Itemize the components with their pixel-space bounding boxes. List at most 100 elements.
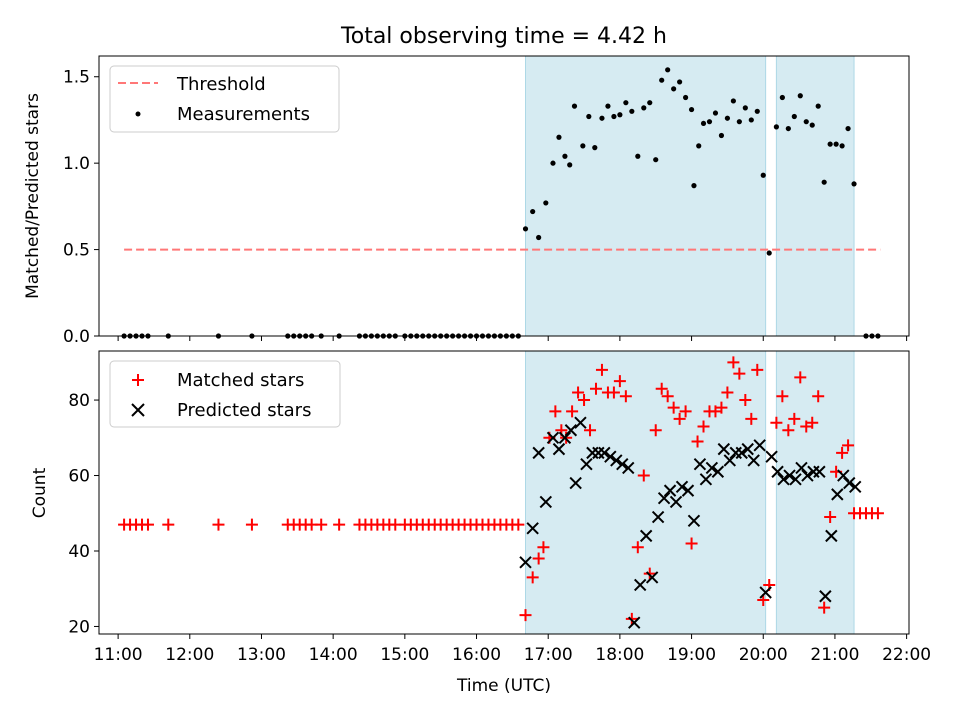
predicted-star-point <box>616 457 629 471</box>
predicted-star-point <box>813 465 826 478</box>
matched-star-point <box>812 390 825 403</box>
legend-measurements-label: Measurements <box>177 104 310 125</box>
measurement-point <box>571 103 578 109</box>
predicted-star-point <box>777 473 790 486</box>
predicted-star-point <box>675 480 689 494</box>
predicted-star-point <box>669 495 683 509</box>
matched-star-point <box>842 439 855 452</box>
predicted-star-point <box>735 446 748 460</box>
x-tick-label: 20:00 <box>739 645 788 665</box>
top-x-ticks <box>117 336 908 341</box>
measurement-point <box>665 67 671 73</box>
measurement-point <box>543 200 549 206</box>
measurement-point <box>617 112 623 118</box>
measurement-point <box>766 250 772 256</box>
matched-star-point <box>871 507 884 520</box>
measurement-point <box>641 105 647 111</box>
predicted-star-point <box>598 446 611 460</box>
observing-window <box>525 55 767 337</box>
y-tick-label: 40 <box>68 542 90 562</box>
measurement-point <box>742 105 748 111</box>
matched-star-point <box>661 390 674 403</box>
observing-windows <box>525 350 855 635</box>
measurement-point <box>730 98 736 104</box>
matched-star-point <box>727 356 740 369</box>
matched-star-point <box>315 518 328 531</box>
top-legend: Threshold Measurements <box>109 65 340 133</box>
predicted-star-point <box>783 469 796 482</box>
measurement-point <box>562 153 568 159</box>
matched-star-point <box>745 412 758 425</box>
y-tick-label: 0.5 <box>63 241 90 261</box>
matched-star-point <box>733 367 746 380</box>
matched-star-point <box>566 405 579 418</box>
predicted-star-point <box>539 495 553 509</box>
measurement-point <box>748 117 754 123</box>
measurement-point <box>556 134 562 140</box>
measurement-point <box>754 108 760 114</box>
predicted-star-point <box>759 586 772 599</box>
matched-star-point <box>532 552 545 565</box>
observing-windows <box>525 55 855 337</box>
x-tick-label: 22:00 <box>882 645 931 665</box>
measurement-point <box>773 124 779 130</box>
measurement-point <box>821 179 827 185</box>
legend-predicted-label: Predicted stars <box>177 400 311 421</box>
measurement-point <box>696 143 702 149</box>
matched-star-point <box>549 405 562 418</box>
predicted-star-point <box>651 510 665 524</box>
matched-star-point <box>691 435 704 448</box>
y-tick-label: 80 <box>68 391 90 411</box>
top-legend-box <box>109 65 340 133</box>
measurement-point <box>785 125 791 132</box>
matched-star-point <box>673 412 686 425</box>
predicted-star-point <box>681 484 695 497</box>
measurement-point <box>647 100 653 106</box>
measurement-point <box>688 106 695 113</box>
x-axis-label: Time (UTC) <box>456 676 551 696</box>
predicted-star-point <box>789 473 802 486</box>
predicted-star-point <box>837 469 850 482</box>
predicted-star-point <box>699 473 713 486</box>
measurement-point <box>611 113 617 120</box>
bottom-legend-box <box>109 360 341 428</box>
predicted-star-point <box>753 439 766 452</box>
predicted-star-point <box>657 491 671 505</box>
matched-star-point <box>595 363 608 376</box>
matched-star-point <box>589 382 602 395</box>
matched-star-point <box>818 601 831 614</box>
top-y-axis-label: Matched/Predicted stars <box>23 93 43 299</box>
measurement-point <box>797 93 803 99</box>
matched-star-point <box>824 511 837 524</box>
measurement-point <box>635 153 641 159</box>
measurement-point <box>851 181 857 187</box>
matched-star-point <box>578 394 591 407</box>
x-tick-label: 11:00 <box>94 645 143 665</box>
predicted-star-point <box>723 454 737 467</box>
measurement-point <box>653 157 659 163</box>
matched-star-point <box>637 469 650 482</box>
predicted-star-point <box>801 469 814 482</box>
matched-star-point <box>519 609 532 622</box>
predicted-star-point <box>831 488 844 501</box>
x-tick-label: 19:00 <box>667 645 716 665</box>
measurement-point <box>827 141 833 147</box>
matched-star-point <box>613 375 626 388</box>
matched-star-point <box>141 518 154 531</box>
matched-star-point <box>776 390 789 403</box>
top-panel: 0.0 0.5 1.0 1.5 Matched/Predicted stars Thr… <box>23 55 910 347</box>
x-tick-label: 15:00 <box>380 645 429 665</box>
predicted-star-point <box>825 529 838 543</box>
predicted-star-point <box>843 476 856 490</box>
predicted-star-point <box>747 454 760 467</box>
predicted-star-point <box>717 442 731 456</box>
predicted-star-point <box>519 556 532 569</box>
measurement-point <box>845 125 851 132</box>
measurement-point <box>599 115 605 121</box>
predicted-star-point <box>663 484 677 497</box>
predicted-star-point <box>628 616 641 629</box>
predicted-star-point <box>564 424 578 437</box>
measurement-point <box>522 226 529 232</box>
measurement-point <box>623 100 629 106</box>
predicted-star-point <box>711 465 725 478</box>
